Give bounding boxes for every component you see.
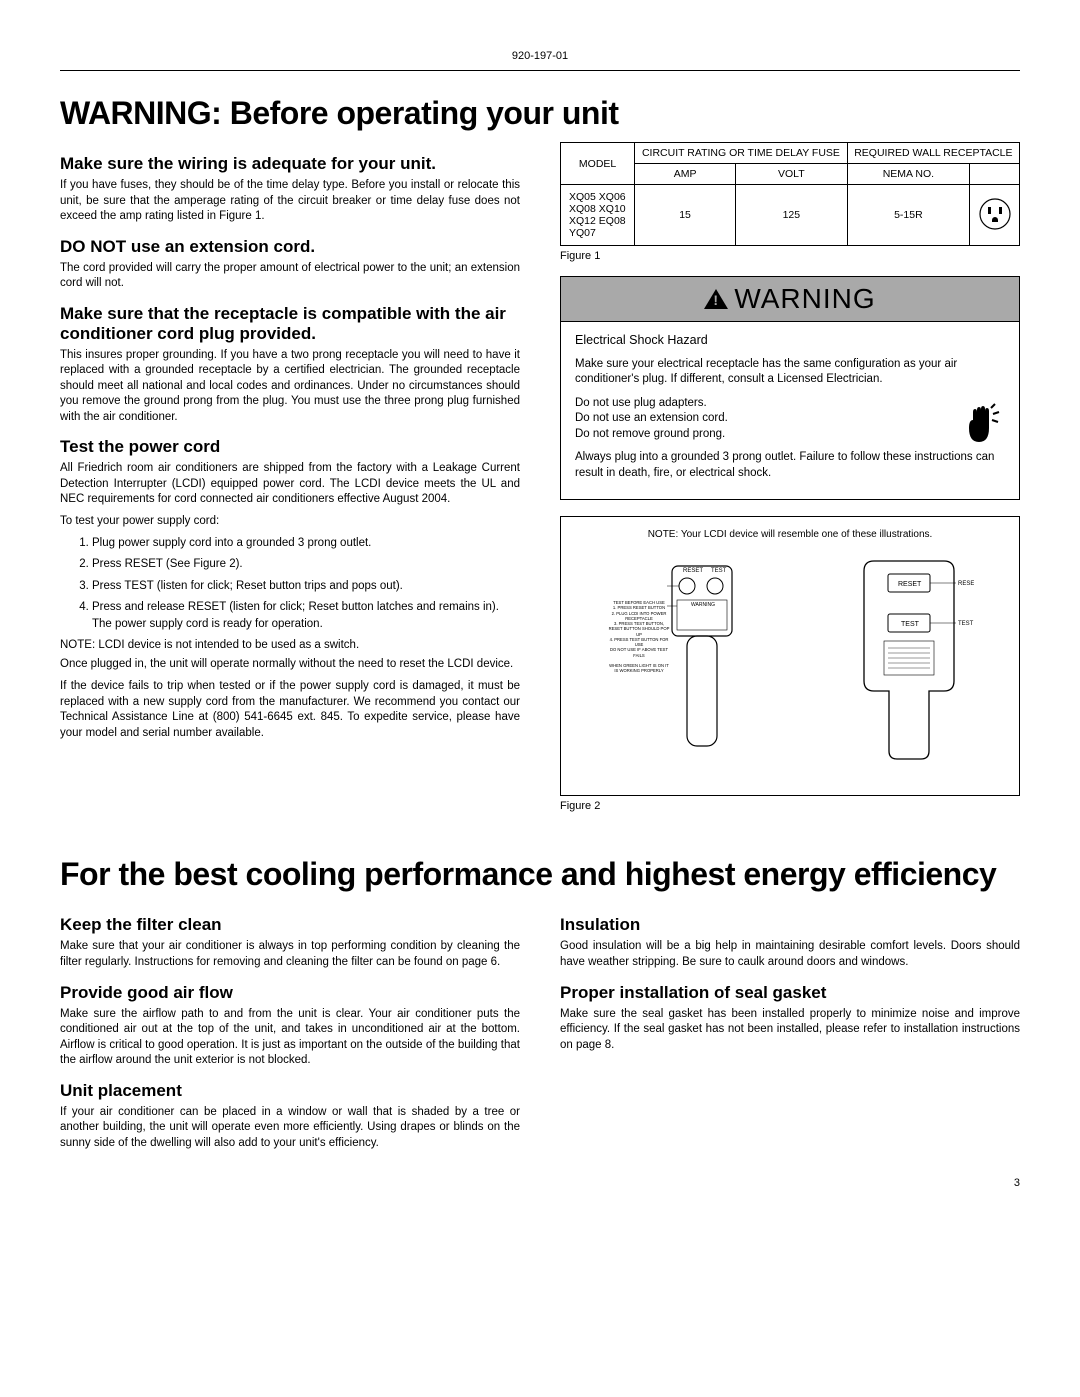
td-amp: 15 xyxy=(635,185,736,246)
td-nema: 5-15R xyxy=(847,185,969,246)
section2-title: For the best cooling performance and hig… xyxy=(60,856,1020,893)
gasket-heading: Proper installation of seal gasket xyxy=(560,983,1020,1003)
sub4-p1: All Friedrich room air conditioners are … xyxy=(60,461,520,508)
warning-subtitle: Electrical Shock Hazard xyxy=(575,332,1005,349)
warning-body: Electrical Shock Hazard Make sure your e… xyxy=(561,322,1019,499)
warning-panel: WARNING Electrical Shock Hazard Make sur… xyxy=(560,276,1020,500)
td-recept-img xyxy=(970,185,1020,246)
svg-text:WARNING: WARNING xyxy=(691,602,715,608)
sub3-heading: Make sure that the receptacle is compati… xyxy=(60,304,520,344)
figure2-label: Figure 2 xyxy=(560,800,1020,812)
svg-text:RESET: RESET xyxy=(898,581,922,588)
test-steps: Plug power supply cord into a grounded 3… xyxy=(60,535,520,633)
lcdi-illustration-box: NOTE: Your LCDI device will resemble one… xyxy=(560,516,1020,796)
th-amp: AMP xyxy=(635,164,736,185)
warning-triangle-icon xyxy=(704,289,728,309)
shock-hand-icon xyxy=(959,402,1005,448)
filter-heading: Keep the filter clean xyxy=(60,915,520,935)
td-volt: 125 xyxy=(735,185,847,246)
airflow-text: Make sure the airflow path to and from t… xyxy=(60,1007,520,1069)
th-recept-img xyxy=(970,164,1020,185)
sub4-p4: If the device fails to trip when tested … xyxy=(60,679,520,741)
sub3-text: This insures proper grounding. If you ha… xyxy=(60,348,520,426)
gasket-text: Make sure the seal gasket has been insta… xyxy=(560,1007,1020,1054)
section1-title: WARNING: Before operating your unit xyxy=(60,95,1020,132)
th-circuit: CIRCUIT RATING OR TIME DELAY FUSE xyxy=(635,143,848,164)
top-rule xyxy=(60,70,1020,71)
insulation-text: Good insulation will be a big help in ma… xyxy=(560,939,1020,970)
section1-columns: Make sure the wiring is adequate for you… xyxy=(60,142,1020,826)
svg-text:RESET: RESET xyxy=(683,568,703,574)
lcdi-device-right-icon: RESET TEST RESET TEST xyxy=(844,556,974,766)
placement-text: If your air conditioner can be placed in… xyxy=(60,1105,520,1152)
section2-columns: Keep the filter clean Make sure that you… xyxy=(60,903,1020,1157)
th-volt: VOLT xyxy=(735,164,847,185)
figure1-label: Figure 1 xyxy=(560,250,1020,262)
sub4-p2: To test your power supply cord: xyxy=(60,514,520,530)
placement-heading: Unit placement xyxy=(60,1081,520,1101)
sub2-heading: DO NOT use an extension cord. xyxy=(60,237,520,257)
sub2-text: The cord provided will carry the proper … xyxy=(60,261,520,292)
warning-p2: Do not use plug adapters. Do not use an … xyxy=(575,396,1005,443)
warning-p3: Always plug into a grounded 3 prong outl… xyxy=(575,450,1005,481)
svg-text:TEST: TEST xyxy=(958,621,974,627)
receptacle-icon xyxy=(978,197,1012,231)
page-number: 3 xyxy=(60,1177,1020,1189)
circuit-table: MODEL CIRCUIT RATING OR TIME DELAY FUSE … xyxy=(560,142,1020,246)
svg-text:TEST: TEST xyxy=(711,568,727,574)
warning-p1: Make sure your electrical receptacle has… xyxy=(575,357,1005,388)
filter-text: Make sure that your air conditioner is a… xyxy=(60,939,520,970)
step-1: Plug power supply cord into a grounded 3… xyxy=(92,535,520,552)
warning-header: WARNING xyxy=(561,277,1019,322)
lcdi-device-left-icon: RESET TEST WARNING TEST BEFORE EACH USE1… xyxy=(607,556,777,766)
section2-right: Insulation Good insulation will be a big… xyxy=(560,903,1020,1157)
svg-text:RESET: RESET xyxy=(958,581,974,587)
lcdi-note: NOTE: Your LCDI device will resemble one… xyxy=(573,529,1007,540)
doc-id: 920-197-01 xyxy=(60,50,1020,62)
th-nema: NEMA NO. xyxy=(847,164,969,185)
step-2: Press RESET (See Figure 2). xyxy=(92,556,520,573)
svg-text:TEST: TEST xyxy=(901,621,920,628)
td-models: XQ05 XQ06 XQ08 XQ10 XQ12 EQ08 YQ07 xyxy=(561,185,635,246)
lcdi-switch-note: NOTE: LCDI device is not intended to be … xyxy=(60,639,520,651)
sub1-heading: Make sure the wiring is adequate for you… xyxy=(60,154,520,174)
airflow-heading: Provide good air flow xyxy=(60,983,520,1003)
th-model: MODEL xyxy=(561,143,635,185)
section2-left: Keep the filter clean Make sure that you… xyxy=(60,903,520,1157)
sub1-text: If you have fuses, they should be of the… xyxy=(60,178,520,225)
th-recept: REQUIRED WALL RECEPTACLE xyxy=(847,143,1019,164)
step-3: Press TEST (listen for click; Reset butt… xyxy=(92,578,520,595)
step-4: Press and release RESET (listen for clic… xyxy=(92,599,520,634)
insulation-heading: Insulation xyxy=(560,915,1020,935)
sub4-p3: Once plugged in, the unit will operate n… xyxy=(60,657,520,673)
sub4-heading: Test the power cord xyxy=(60,437,520,457)
warning-title: WARNING xyxy=(734,283,875,315)
section1-right: MODEL CIRCUIT RATING OR TIME DELAY FUSE … xyxy=(560,142,1020,826)
section1-left: Make sure the wiring is adequate for you… xyxy=(60,142,520,826)
